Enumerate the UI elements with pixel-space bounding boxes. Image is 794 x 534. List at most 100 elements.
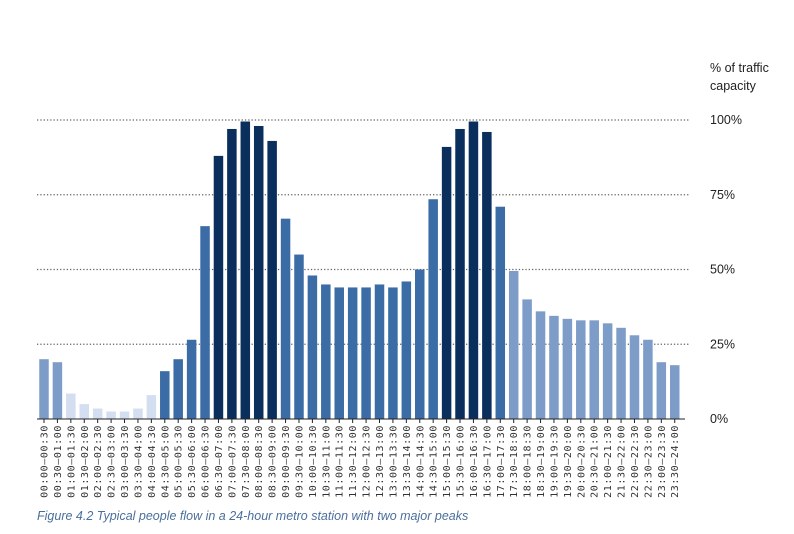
bar bbox=[549, 315, 559, 419]
bar bbox=[133, 408, 143, 419]
bar bbox=[576, 320, 586, 419]
bar bbox=[79, 404, 90, 419]
bar bbox=[669, 365, 680, 419]
bar bbox=[441, 146, 452, 419]
bar bbox=[267, 140, 277, 419]
x-tick-label: 13:00–13:30 bbox=[388, 425, 399, 498]
bar bbox=[374, 284, 385, 419]
x-tick-label: 03:00–03:30 bbox=[120, 425, 131, 498]
bar bbox=[388, 287, 398, 419]
x-tick-label: 05:30–06:00 bbox=[187, 425, 198, 498]
bar bbox=[522, 299, 532, 419]
bar bbox=[280, 218, 291, 419]
x-tick-label: 07:30–08:00 bbox=[241, 425, 252, 498]
x-tick-label: 04:30–05:00 bbox=[160, 425, 171, 498]
bar bbox=[347, 287, 358, 419]
bar bbox=[186, 339, 197, 419]
bar bbox=[455, 128, 465, 419]
axes bbox=[37, 418, 685, 423]
bar bbox=[482, 131, 492, 419]
bar bbox=[616, 327, 626, 419]
y-tick-label: 25% bbox=[710, 337, 735, 351]
x-tick-label: 10:30–11:00 bbox=[321, 425, 332, 498]
x-tick-label: 12:30–13:00 bbox=[375, 425, 386, 498]
x-tick-label: 08:00–08:30 bbox=[254, 425, 265, 498]
bar bbox=[656, 362, 667, 419]
bar bbox=[334, 287, 344, 419]
x-tick-label: 01:00–01:30 bbox=[66, 425, 77, 498]
x-tick-label: 11:30–12:00 bbox=[348, 425, 359, 498]
bar bbox=[52, 362, 63, 419]
bar bbox=[294, 254, 304, 419]
y-tick-label: 50% bbox=[710, 263, 735, 277]
bar bbox=[495, 206, 506, 419]
bar bbox=[253, 125, 264, 419]
bar bbox=[321, 284, 331, 419]
x-tick-label: 00:00–00:30 bbox=[40, 425, 51, 498]
x-tick-label: 19:00–19:30 bbox=[549, 425, 560, 498]
bar bbox=[468, 121, 479, 420]
bar bbox=[401, 281, 412, 419]
x-tick-label: 03:30–04:00 bbox=[133, 425, 144, 498]
y-axis-label: % of traffic capacity bbox=[710, 61, 769, 93]
y-tick-label: 100% bbox=[710, 113, 742, 127]
y-tick-label: 0% bbox=[710, 412, 728, 426]
x-tick-label: 00:30–01:00 bbox=[53, 425, 64, 498]
y-axis-title-line-1: % of traffic bbox=[710, 61, 769, 75]
x-tick-label: 14:30–15:00 bbox=[429, 425, 440, 498]
bar bbox=[629, 335, 640, 419]
y-axis-title-line-2: capacity bbox=[710, 79, 757, 93]
x-tick-label: 19:30–20:00 bbox=[563, 425, 574, 498]
x-tick-label: 13:30–14:00 bbox=[402, 425, 413, 498]
x-tick-label: 22:00–22:30 bbox=[630, 425, 641, 498]
x-tick-label: 23:00–23:30 bbox=[657, 425, 668, 498]
bar bbox=[508, 270, 519, 419]
x-tick-label: 16:30–17:00 bbox=[482, 425, 493, 498]
x-tick-label: 18:00–18:30 bbox=[523, 425, 534, 498]
x-tick-label: 22:30–23:00 bbox=[643, 425, 654, 498]
x-tick-label: 09:00–09:30 bbox=[281, 425, 292, 498]
x-tick-label: 02:30–03:00 bbox=[107, 425, 118, 498]
bars bbox=[39, 121, 680, 420]
x-tick-label: 21:00–21:30 bbox=[603, 425, 614, 498]
x-tick-label: 10:00–10:30 bbox=[308, 425, 319, 498]
bar bbox=[227, 128, 237, 419]
bar bbox=[602, 323, 613, 419]
x-tick-label: 20:30–21:00 bbox=[590, 425, 601, 498]
x-tick-label: 06:30–07:00 bbox=[214, 425, 225, 498]
bar bbox=[92, 408, 103, 419]
x-tick-labels: 00:00–00:30 00:30–01:00 01:00–01:30 01:30–0… bbox=[40, 425, 682, 498]
y-tick-labels: 0% 25% 50% 75% 100% bbox=[710, 113, 742, 426]
x-tick-label: 14:00–14:30 bbox=[415, 425, 426, 498]
bar bbox=[213, 155, 224, 419]
y-tick-label: 75% bbox=[710, 188, 735, 202]
x-tick-label: 20:00–20:30 bbox=[576, 425, 587, 498]
bar bbox=[240, 121, 251, 420]
bar bbox=[119, 411, 130, 419]
x-tick-label: 21:30–22:00 bbox=[617, 425, 628, 498]
bar bbox=[428, 199, 438, 419]
bar bbox=[39, 359, 49, 419]
bar bbox=[66, 393, 76, 419]
bar bbox=[160, 371, 170, 419]
bar bbox=[146, 395, 157, 419]
x-tick-label: 07:00–07:30 bbox=[227, 425, 238, 498]
x-tick-label: 18:30–19:00 bbox=[536, 425, 547, 498]
x-tick-label: 09:30–10:00 bbox=[294, 425, 305, 498]
bar bbox=[535, 311, 546, 419]
bar bbox=[415, 269, 425, 419]
x-tick-label: 11:00–11:30 bbox=[335, 425, 346, 498]
x-tick-label: 15:00–15:30 bbox=[442, 425, 453, 498]
bar bbox=[106, 411, 116, 419]
x-tick-label: 01:30–02:00 bbox=[80, 425, 91, 498]
bar bbox=[589, 320, 599, 419]
bar bbox=[200, 226, 210, 419]
x-tick-label: 12:00–12:30 bbox=[362, 425, 373, 498]
x-tick-label: 06:00–06:30 bbox=[201, 425, 212, 498]
x-tick-label: 04:00–04:30 bbox=[147, 425, 158, 498]
x-tick-label: 05:00–05:30 bbox=[174, 425, 185, 498]
bar bbox=[307, 275, 318, 419]
x-tick-label: 23:30–24:00 bbox=[670, 425, 681, 498]
bar bbox=[643, 339, 653, 419]
